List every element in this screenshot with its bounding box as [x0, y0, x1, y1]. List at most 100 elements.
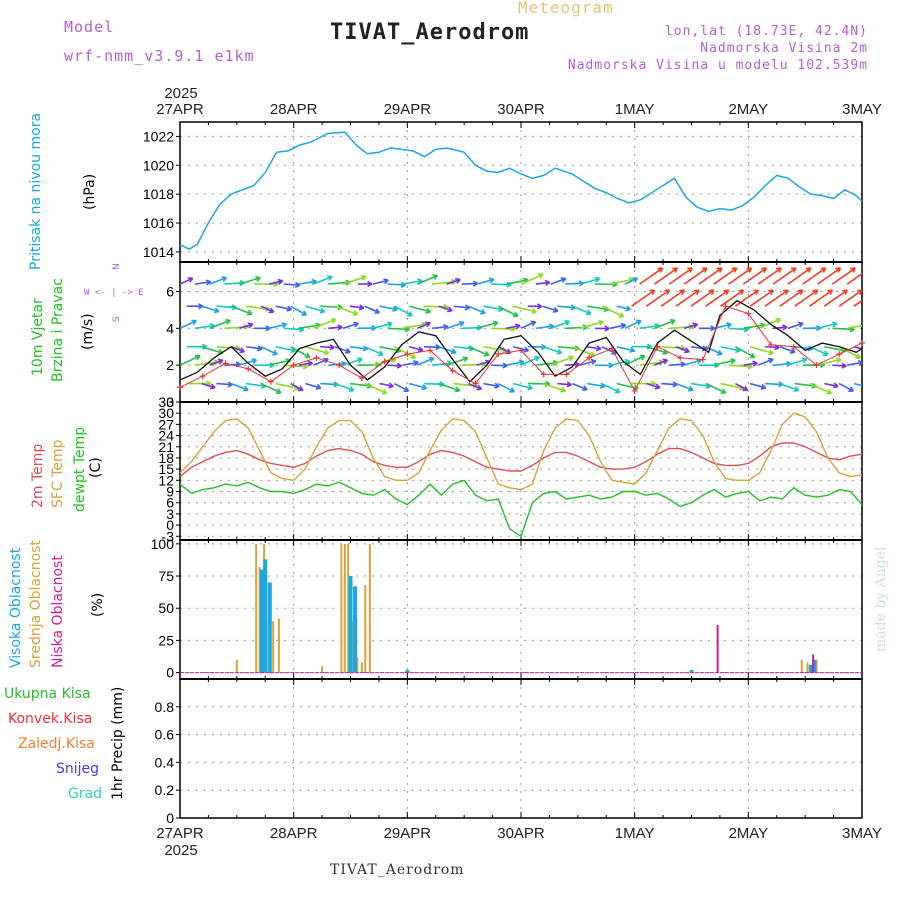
wind-arrowhead: [760, 322, 766, 326]
wind-arrowhead: [451, 348, 457, 354]
ytick-label: 1014: [143, 244, 174, 260]
cloud-bar: [815, 659, 818, 673]
wind-arrowhead: [518, 359, 525, 363]
wind-arrow: [749, 345, 774, 355]
cloud-bar: [364, 585, 367, 673]
wind-arrowhead: [561, 386, 567, 392]
wind-arrowhead: [798, 321, 804, 325]
wind-arrowhead: [790, 347, 796, 353]
ytick-label: 0: [166, 517, 174, 533]
wind-arrow: [586, 345, 602, 350]
ytick-label: 33: [158, 394, 174, 410]
wind-arrow: [705, 346, 723, 356]
wind-arrow: [639, 267, 664, 285]
wind-arrowhead: [455, 386, 461, 392]
wind-arrow: [616, 305, 631, 311]
wind-arrowhead: [221, 276, 227, 279]
wind-arrow: [506, 279, 528, 285]
wind-arrowhead: [767, 357, 774, 360]
gust-marker: [427, 347, 434, 354]
wind-arrowhead: [326, 275, 333, 278]
cloud-bar: [347, 543, 350, 673]
wind-arrowhead: [214, 307, 220, 313]
ytick-label: 1020: [143, 157, 174, 173]
wind-arrowhead: [270, 307, 275, 313]
wind-arrow: [698, 267, 723, 285]
ytick-label: 0.4: [155, 754, 175, 770]
wind-arrowhead: [514, 311, 519, 317]
wind-arrow: [802, 267, 827, 285]
wind-arrow: [275, 305, 292, 311]
wind-arrowhead: [790, 267, 797, 270]
legend-konvek-kisa: Konvek.Kisa: [8, 711, 93, 727]
wind-arrow: [728, 267, 752, 285]
wind-arrow: [506, 324, 521, 330]
wind-arrow: [438, 305, 453, 312]
wind-arrow: [557, 382, 572, 386]
wind-arrow: [586, 382, 606, 388]
wind-arrow: [394, 382, 409, 392]
wind-arrowhead: [360, 274, 367, 278]
wind-arrow: [446, 278, 461, 285]
wind-arrowhead: [722, 388, 727, 394]
wind-arrow: [520, 273, 544, 285]
wind-arrow: [787, 267, 812, 285]
cloud-bar: [267, 582, 272, 673]
wind-arrow: [394, 346, 416, 359]
wind-arrowhead: [866, 323, 871, 325]
gust-marker: [313, 354, 320, 361]
wind-arrowhead: [210, 383, 216, 389]
wind-arrowhead: [620, 322, 626, 326]
wind-arrow: [586, 305, 609, 311]
ytick-label: 9: [166, 484, 174, 500]
page-title: TIVAT_Aerodrom: [330, 20, 530, 45]
wind-arrowhead: [849, 386, 854, 392]
wind-arrow: [580, 359, 596, 366]
wind-arrowhead: [794, 386, 800, 391]
wind-arrow: [853, 299, 862, 307]
wind-arrow: [497, 382, 515, 393]
x-bottom-label: 29APR: [384, 825, 432, 842]
wind-arrow: [461, 282, 478, 285]
wind-arrowhead: [387, 321, 393, 325]
wind-arrow: [742, 267, 767, 285]
wind-arrow: [690, 382, 711, 388]
wind-arrowhead: [379, 350, 384, 356]
wind-arrow: [571, 305, 592, 315]
wind-arrowhead: [875, 290, 877, 294]
cloud-bar: [808, 664, 813, 673]
ytick-label: 75: [158, 568, 174, 584]
wind-arrowhead: [367, 280, 373, 285]
panel-frame: [179, 678, 863, 819]
wind-arrow: [565, 363, 580, 366]
wind-arrow: [483, 345, 508, 352]
wind-arrow: [616, 382, 639, 390]
wind-arrow: [379, 305, 398, 311]
wind-arrow: [209, 276, 227, 285]
wind-arrowhead: [824, 350, 829, 356]
wind-arrow: [779, 345, 796, 353]
wind-arrow: [342, 275, 367, 285]
ytick-label: -3: [162, 528, 175, 544]
wind-arrow: [283, 283, 300, 287]
wind-arrowhead: [857, 289, 862, 292]
wind-arrowhead: [277, 278, 283, 282]
legend-zaledj-kisa: Zaledj.Kisa: [18, 736, 95, 752]
wind-arrowhead: [287, 305, 292, 311]
wind-arrowhead: [255, 275, 261, 279]
wind-arrow: [535, 281, 550, 285]
wind-arrowhead: [833, 382, 839, 387]
wind-arrow: [817, 322, 838, 330]
wind-arrow: [823, 289, 848, 307]
wind-arrowhead: [680, 345, 686, 350]
wind-arrowhead: [375, 308, 380, 314]
footer-station: TIVAT_Aerodrom: [330, 862, 465, 878]
gust-marker: [586, 354, 593, 361]
wind-arrowhead: [418, 346, 424, 351]
wind-arrowhead: [564, 319, 570, 323]
wind-arrow: [794, 289, 819, 307]
wind-arrowhead: [786, 360, 792, 365]
wind-arrowhead: [590, 358, 596, 362]
wind-arrow: [728, 327, 749, 331]
